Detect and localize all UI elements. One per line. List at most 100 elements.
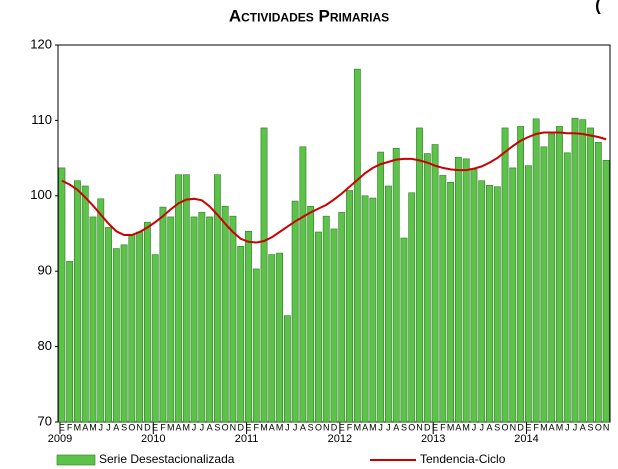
bar <box>120 244 128 423</box>
bar <box>524 165 532 423</box>
bar <box>447 181 455 423</box>
bar <box>454 157 462 423</box>
bar <box>556 126 563 423</box>
bar <box>105 227 112 423</box>
x-tick-label: O <box>128 422 135 432</box>
x-tick-label: O <box>595 422 602 432</box>
bar <box>190 216 198 423</box>
bar <box>501 127 509 423</box>
legend-label: Serie Desestacionalizada <box>99 452 235 466</box>
bar <box>182 174 190 423</box>
x-tick-label: J <box>99 422 104 432</box>
year-label: 2009 <box>48 433 72 445</box>
bar <box>408 192 416 423</box>
bar <box>128 233 136 423</box>
x-tick-label: N <box>230 422 237 432</box>
year-label: 2010 <box>141 433 165 445</box>
x-tick-label: N <box>510 422 517 432</box>
year-label: 2013 <box>421 433 445 445</box>
x-tick-label: E <box>245 422 251 432</box>
y-tick-label: 100 <box>30 187 52 202</box>
x-tick-label: N <box>603 422 610 432</box>
bar <box>478 180 486 423</box>
bar <box>532 118 540 423</box>
bar <box>594 141 602 423</box>
x-tick-label: S <box>121 422 127 432</box>
x-tick-label: M <box>74 422 82 432</box>
x-tick-label: D <box>331 422 338 432</box>
x-tick-label: M <box>183 422 191 432</box>
bar <box>143 221 151 423</box>
x-tick-label: J <box>565 422 570 432</box>
x-tick-label: J <box>479 422 484 432</box>
bar <box>66 261 74 423</box>
x-tick-label: M <box>260 422 268 432</box>
bar <box>159 206 167 423</box>
x-tick-label: F <box>533 422 539 432</box>
bar <box>548 133 556 423</box>
x-tick-label: M <box>540 422 548 432</box>
year-label: 2012 <box>328 433 352 445</box>
bar <box>377 151 385 423</box>
bar <box>58 167 66 423</box>
x-tick-label: M <box>556 422 564 432</box>
x-tick-label: A <box>549 422 555 432</box>
bar <box>431 144 439 423</box>
x-tick-label: S <box>588 422 594 432</box>
x-tick-label: D <box>424 422 431 432</box>
x-tick-label: O <box>408 422 415 432</box>
x-tick-label: A <box>269 422 275 432</box>
x-tick-label: S <box>494 422 500 432</box>
x-tick-label: N <box>416 422 423 432</box>
x-tick-label: J <box>192 422 197 432</box>
bar <box>602 160 610 423</box>
bar <box>330 228 338 423</box>
bar <box>416 127 423 423</box>
bar <box>571 117 579 423</box>
bar <box>245 230 252 423</box>
bar <box>136 231 144 423</box>
bar <box>112 248 120 423</box>
bar <box>369 197 377 423</box>
y-tick-label: 120 <box>30 36 52 51</box>
bar <box>221 206 229 423</box>
bar <box>563 152 571 423</box>
bar <box>97 198 105 423</box>
bar <box>315 231 322 423</box>
x-tick-label: F <box>440 422 446 432</box>
x-tick-label: M <box>354 422 362 432</box>
x-tick-label: A <box>362 422 368 432</box>
x-tick-label: A <box>82 422 88 432</box>
bar <box>283 315 291 423</box>
x-tick-label: E <box>525 422 531 432</box>
x-tick-label: A <box>113 422 119 432</box>
bar <box>213 174 221 423</box>
x-tick-label: E <box>339 422 345 432</box>
bar <box>74 180 81 423</box>
bar <box>268 254 276 423</box>
legend-swatch <box>56 454 96 466</box>
x-tick-label: J <box>285 422 290 432</box>
bar <box>252 268 260 423</box>
x-tick-label: M <box>369 422 377 432</box>
x-tick-label: M <box>276 422 284 432</box>
bar <box>338 212 346 423</box>
bar <box>486 184 493 423</box>
bar <box>291 200 299 423</box>
bar <box>175 174 182 423</box>
x-tick-label: S <box>214 422 220 432</box>
x-tick-label: J <box>106 422 111 432</box>
bar <box>462 158 470 423</box>
bar <box>423 153 431 423</box>
x-tick-label: A <box>300 422 306 432</box>
x-tick-label: J <box>200 422 205 432</box>
bar <box>237 246 245 423</box>
bar <box>346 190 353 423</box>
x-tick-label: D <box>144 422 151 432</box>
bar <box>509 167 517 423</box>
x-tick-label: O <box>502 422 509 432</box>
trend-line <box>61 131 607 244</box>
bar <box>470 169 478 423</box>
x-tick-label: S <box>308 422 314 432</box>
